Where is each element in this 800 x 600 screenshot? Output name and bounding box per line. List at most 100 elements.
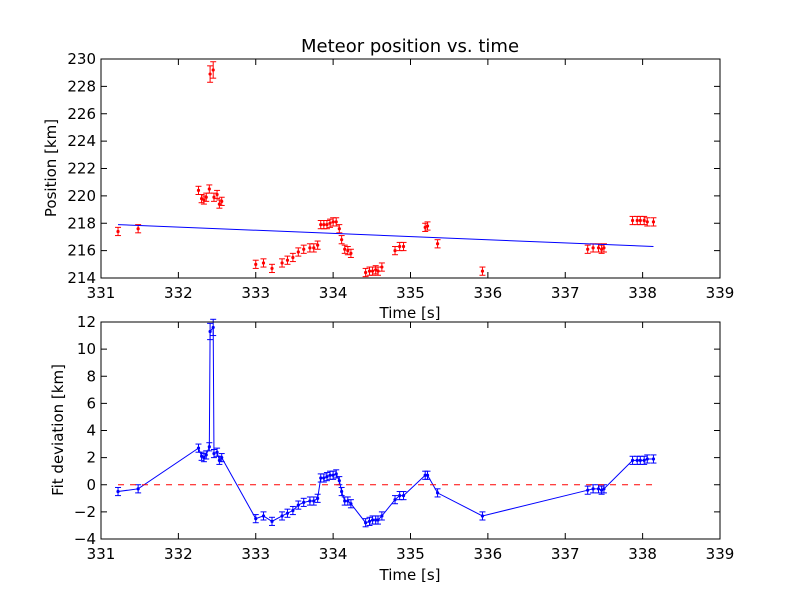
data-point <box>398 244 402 249</box>
data-point <box>393 249 397 253</box>
data-point <box>331 220 335 224</box>
data-point <box>285 511 290 515</box>
data-point <box>328 221 332 225</box>
data-point <box>349 502 353 506</box>
data-point <box>261 514 266 518</box>
data-point <box>367 519 372 523</box>
data-point <box>393 498 397 502</box>
data-point <box>208 329 212 334</box>
x-tick-label: 332 <box>164 545 193 563</box>
data-point <box>401 244 406 249</box>
data-point <box>638 458 642 462</box>
data-point <box>343 247 347 251</box>
data-point <box>204 453 208 457</box>
data-point <box>116 489 120 494</box>
data-point <box>316 496 320 500</box>
data-point <box>376 269 380 273</box>
data-point <box>642 458 646 462</box>
data-point <box>651 220 656 224</box>
data-point <box>425 224 430 228</box>
data-point <box>202 198 206 202</box>
data-point <box>220 199 224 203</box>
data-point <box>602 487 606 491</box>
x-tick-label: 338 <box>628 284 657 302</box>
data-point <box>322 223 326 227</box>
y-tick-label: 228 <box>67 77 96 95</box>
data-point <box>364 270 368 275</box>
deviation-plot-data <box>115 318 657 528</box>
data-point <box>217 458 221 462</box>
x-tick-label: 334 <box>319 284 348 302</box>
data-point <box>211 325 215 330</box>
data-point <box>346 249 350 253</box>
position-plot-ticks: 331 332 333 334 335 336 337 338 339 214 216 218 220 2… <box>67 50 734 302</box>
x-tick-label: 331 <box>87 545 116 563</box>
data-point <box>212 195 216 199</box>
y-tick-label: 224 <box>67 132 96 150</box>
y-tick-label: 10 <box>77 340 96 358</box>
data-point <box>322 476 326 480</box>
data-point <box>423 473 427 477</box>
y-tick-label: 214 <box>67 269 96 287</box>
fit-line <box>118 224 654 248</box>
x-tick-label: 336 <box>474 545 503 563</box>
y-tick-label: 4 <box>86 422 96 440</box>
data-point <box>196 446 201 450</box>
data-point <box>596 246 601 250</box>
data-point <box>207 445 211 449</box>
deviation-plot-ticks: 331 332 333 334 335 336 337 338 339 −4 −2 0 2 4 6 8 10 12 <box>74 313 734 563</box>
data-point <box>370 518 375 522</box>
data-point <box>116 229 120 234</box>
y-tick-label: 226 <box>67 105 96 123</box>
data-point <box>208 72 212 76</box>
data-point <box>586 247 590 251</box>
data-point <box>425 473 430 477</box>
data-point <box>401 494 406 498</box>
x-tick-label: 337 <box>551 545 580 563</box>
data-point <box>220 456 224 460</box>
data-point <box>296 250 300 254</box>
data-point <box>254 517 258 521</box>
data-point <box>334 472 338 476</box>
deviation-plot: 331 332 333 334 335 336 337 338 339 −4 −2 0 2 4 6 8 10 12… <box>49 313 734 584</box>
data-point <box>254 262 258 266</box>
data-point <box>376 518 380 522</box>
data-point <box>215 192 219 197</box>
data-point <box>591 246 595 250</box>
data-point <box>367 269 372 273</box>
x-tick-label: 335 <box>396 284 425 302</box>
data-point <box>211 68 215 72</box>
x-tick-label: 339 <box>706 284 735 302</box>
data-point <box>325 223 329 227</box>
data-point <box>600 488 604 492</box>
data-point <box>374 268 378 272</box>
data-point <box>261 261 266 265</box>
data-point <box>337 479 341 483</box>
position-plot: Meteor position vs. time 331 332 333 334 335… <box>42 36 734 322</box>
data-point <box>346 499 350 503</box>
data-point <box>280 514 284 518</box>
data-point <box>308 499 312 503</box>
data-point <box>591 487 595 491</box>
y-tick-label: 230 <box>67 50 96 68</box>
y-tick-label: 2 <box>86 449 96 467</box>
data-point <box>308 246 312 250</box>
data-point <box>296 503 300 507</box>
data-point <box>302 247 306 251</box>
data-point <box>207 187 211 191</box>
data-point <box>630 218 635 223</box>
data-point <box>635 218 639 223</box>
data-point <box>349 251 353 255</box>
data-point <box>337 227 341 231</box>
y-tick-label: 216 <box>67 242 96 260</box>
y-tick-label: −4 <box>74 530 96 548</box>
data-point <box>312 499 316 503</box>
data-point <box>380 265 384 269</box>
data-point <box>423 225 427 229</box>
data-point <box>312 246 316 250</box>
data-point <box>600 247 604 251</box>
data-point <box>635 458 639 462</box>
y-tick-label: 6 <box>86 394 96 412</box>
position-plot-title: Meteor position vs. time <box>301 36 519 57</box>
x-tick-label: 334 <box>319 545 348 563</box>
